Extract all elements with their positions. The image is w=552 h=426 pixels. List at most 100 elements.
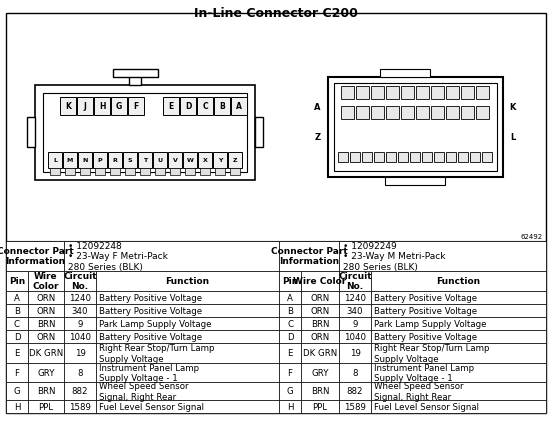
Text: 1240: 1240	[344, 293, 366, 302]
Bar	[371, 382, 546, 400]
Bar	[279, 242, 339, 271]
Text: BRN: BRN	[37, 319, 55, 328]
Bar	[476, 87, 489, 100]
Bar	[434, 153, 444, 163]
Bar	[339, 400, 371, 413]
Bar	[431, 87, 444, 100]
Bar	[385, 178, 445, 186]
Bar	[155, 168, 165, 175]
Text: Battery Positive Voltage: Battery Positive Voltage	[99, 332, 202, 341]
Bar	[108, 152, 122, 168]
Bar	[64, 317, 96, 330]
Bar	[128, 97, 144, 115]
Bar	[341, 107, 354, 120]
Bar	[279, 382, 301, 400]
Text: Circuit
No.: Circuit No.	[63, 271, 97, 291]
Bar	[255, 118, 263, 148]
Bar	[60, 97, 76, 115]
Text: Right Rear Stop/Turn Lamp
Supply Voltage: Right Rear Stop/Turn Lamp Supply Voltage	[99, 343, 215, 363]
Text: B: B	[14, 306, 20, 315]
Bar	[470, 153, 480, 163]
Bar	[446, 107, 459, 120]
Bar	[163, 97, 179, 115]
Bar	[198, 152, 212, 168]
Text: 62492: 62492	[522, 405, 544, 411]
Text: Wire Color: Wire Color	[293, 276, 347, 285]
Text: Battery Positive Voltage: Battery Positive Voltage	[99, 293, 202, 302]
Text: A: A	[14, 293, 20, 302]
Bar	[228, 152, 242, 168]
Bar	[197, 97, 213, 115]
Text: H: H	[14, 402, 20, 411]
Bar	[338, 153, 348, 163]
Bar	[214, 97, 230, 115]
Bar	[339, 382, 371, 400]
Bar	[422, 153, 432, 163]
Bar	[431, 107, 444, 120]
Bar	[371, 87, 384, 100]
Bar	[28, 330, 64, 343]
Bar	[371, 107, 384, 120]
Bar	[64, 343, 96, 363]
Text: Fuel Level Sensor Signal: Fuel Level Sensor Signal	[374, 402, 479, 411]
Text: A: A	[314, 103, 321, 112]
Text: Wire
Color: Wire Color	[33, 271, 59, 291]
Bar	[64, 400, 96, 413]
Text: D: D	[14, 332, 20, 341]
Text: Connector Part
Information: Connector Part Information	[270, 247, 347, 266]
Text: Wheel Speed Sensor
Signal, Right Rear: Wheel Speed Sensor Signal, Right Rear	[374, 381, 464, 400]
Text: Battery Positive Voltage: Battery Positive Voltage	[99, 306, 202, 315]
Text: B: B	[287, 306, 293, 315]
Text: J: J	[83, 102, 87, 111]
Text: U: U	[157, 158, 162, 163]
Bar	[6, 400, 28, 413]
Text: GRY: GRY	[37, 368, 55, 377]
Text: V: V	[173, 158, 177, 163]
Bar	[279, 317, 301, 330]
Text: 1040: 1040	[69, 332, 91, 341]
Text: Z: Z	[233, 158, 237, 163]
Text: 62492: 62492	[521, 233, 543, 239]
Bar	[77, 97, 93, 115]
Bar	[65, 168, 75, 175]
Bar	[301, 291, 339, 304]
Bar	[362, 153, 372, 163]
Bar	[95, 168, 105, 175]
Text: C: C	[287, 319, 293, 328]
Text: Pin: Pin	[282, 276, 298, 285]
Text: ORN: ORN	[36, 332, 56, 341]
Text: G: G	[116, 102, 122, 111]
Text: T: T	[143, 158, 147, 163]
Bar	[401, 87, 414, 100]
Text: 9: 9	[352, 319, 358, 328]
Bar	[458, 153, 468, 163]
Bar	[301, 382, 339, 400]
Bar	[6, 363, 28, 382]
Text: Park Lamp Supply Voltage: Park Lamp Supply Voltage	[99, 319, 211, 328]
Bar	[138, 152, 152, 168]
Bar	[386, 153, 396, 163]
Bar	[410, 153, 420, 163]
Bar	[446, 87, 459, 100]
Bar	[94, 97, 110, 115]
Text: L: L	[510, 133, 515, 142]
Bar	[279, 291, 301, 304]
Text: Z: Z	[315, 133, 321, 142]
Bar	[28, 400, 64, 413]
Bar	[64, 242, 279, 271]
Bar	[64, 304, 96, 317]
Text: D: D	[185, 102, 191, 111]
Bar	[28, 382, 64, 400]
Bar	[301, 304, 339, 317]
Text: • 12092249
• 23-Way M Metri-Pack
280 Series (BLK): • 12092249 • 23-Way M Metri-Pack 280 Ser…	[343, 242, 445, 271]
Bar	[6, 242, 64, 271]
Text: ORN: ORN	[36, 293, 56, 302]
Text: 1040: 1040	[344, 332, 366, 341]
Text: ORN: ORN	[310, 332, 330, 341]
Bar	[279, 330, 301, 343]
Text: Function: Function	[166, 276, 210, 285]
Bar	[371, 363, 546, 382]
Bar	[28, 271, 64, 291]
Bar	[371, 343, 546, 363]
Text: DK GRN: DK GRN	[303, 348, 337, 357]
